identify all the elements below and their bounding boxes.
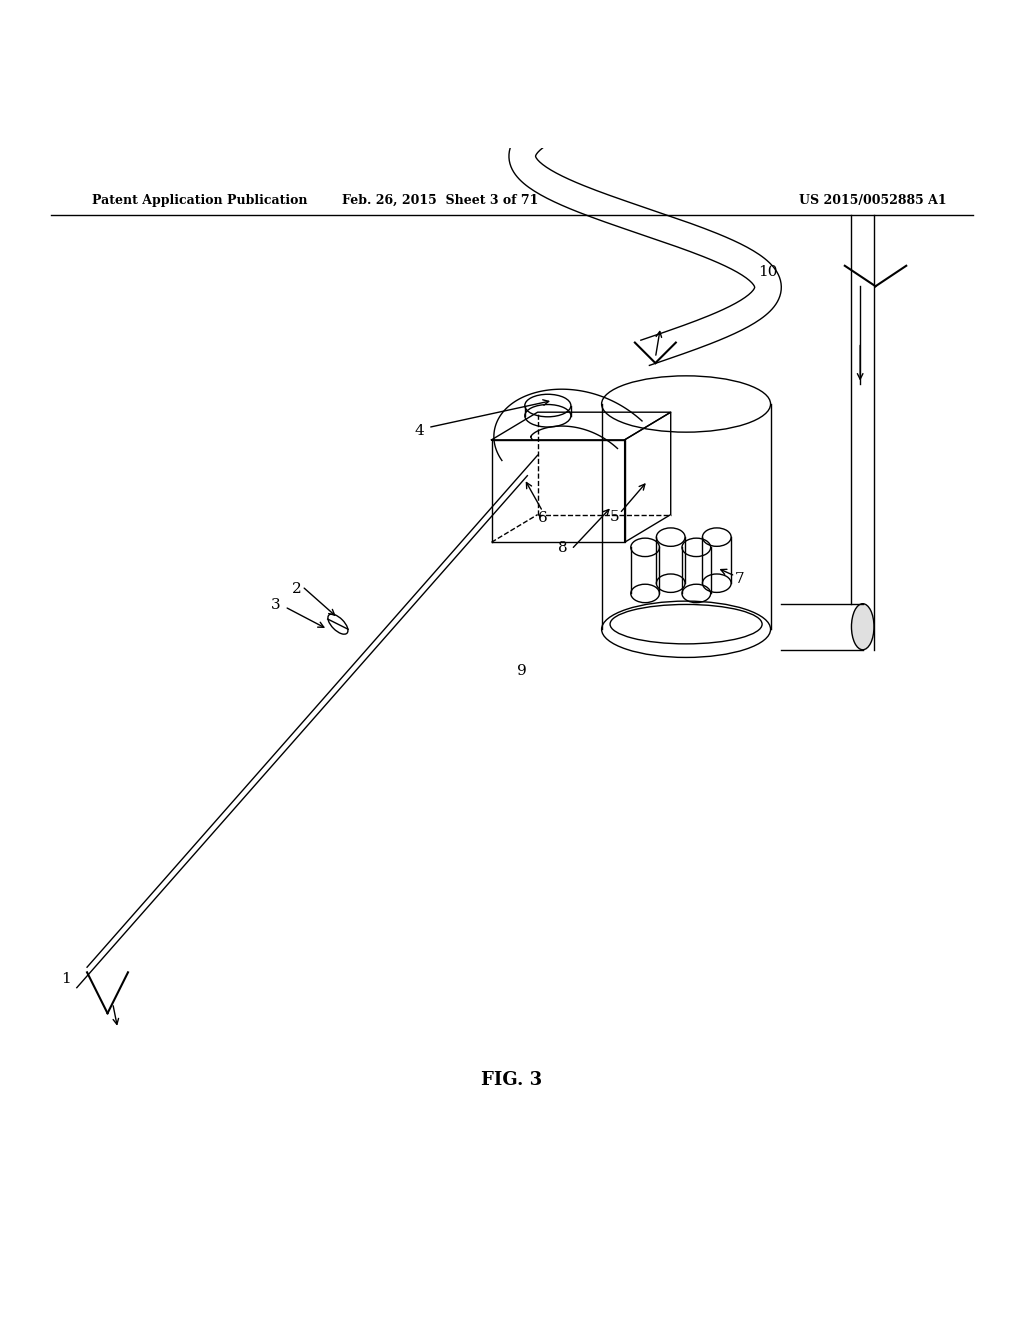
Text: Feb. 26, 2015  Sheet 3 of 71: Feb. 26, 2015 Sheet 3 of 71 — [342, 194, 539, 207]
Text: 6: 6 — [538, 511, 548, 525]
Text: 7: 7 — [735, 572, 744, 586]
Text: 10: 10 — [758, 265, 777, 279]
Text: 2: 2 — [292, 582, 302, 597]
Text: 4: 4 — [415, 424, 425, 438]
Text: Patent Application Publication: Patent Application Publication — [92, 194, 307, 207]
Text: 8: 8 — [558, 541, 567, 556]
Text: US 2015/0052885 A1: US 2015/0052885 A1 — [799, 194, 946, 207]
Text: 5: 5 — [609, 510, 618, 524]
Text: FIG. 3: FIG. 3 — [481, 1071, 543, 1089]
Text: 9: 9 — [517, 664, 527, 678]
Text: 3: 3 — [271, 598, 281, 611]
Text: 1: 1 — [61, 972, 72, 986]
Ellipse shape — [852, 603, 874, 649]
